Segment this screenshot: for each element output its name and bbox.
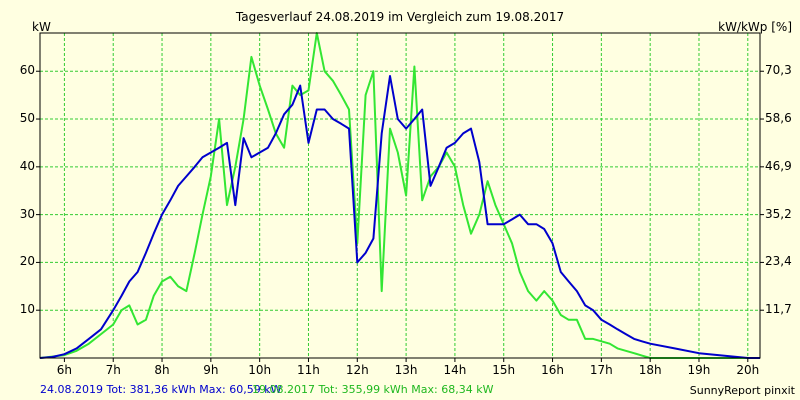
y-tick-label-left: 30 [19, 206, 35, 221]
x-tick-label: 13h [394, 363, 418, 377]
legend-entry-2: 19.08.2017 Tot: 355,99 kWh Max: 68,34 kW [252, 383, 494, 396]
series-line-1 [39, 75, 760, 359]
y-axis-label-right: kW/kWp [%] [718, 20, 792, 34]
y-tick-label-right: 58,6 [765, 111, 792, 126]
x-tick-label: 8h [154, 363, 170, 377]
y-tick-label-right: 35,2 [765, 206, 792, 221]
grid [40, 33, 760, 358]
y-tick-label-left: 20 [19, 254, 35, 269]
y-tick-label-left: 50 [19, 111, 35, 126]
x-tick-label: 10h [248, 363, 272, 377]
y-axis-label-left: kW [32, 20, 51, 34]
x-tick-label: 17h [589, 363, 613, 377]
x-tick-label: 20h [736, 363, 760, 377]
y-tick-label-left: 10 [19, 302, 35, 317]
x-tick-label: 15h [492, 363, 516, 377]
ticks [36, 70, 764, 362]
y-tick-label-right: 23,4 [765, 254, 792, 269]
credit-text: SunnyReport pinxit [689, 384, 795, 397]
plot-frame [39, 32, 761, 359]
y-tick-label-right: 46,9 [765, 158, 792, 173]
x-tick-label: 18h [638, 363, 662, 377]
legend-entry-1: 24.08.2019 Tot: 381,36 kWh Max: 60,59 kW [40, 383, 282, 396]
series-group [39, 32, 760, 359]
x-tick-label: 7h [105, 363, 121, 377]
chart-title: Tagesverlauf 24.08.2019 im Vergleich zum… [235, 10, 565, 24]
x-tick-label: 12h [345, 363, 369, 377]
y-tick-label-left: 60 [19, 63, 35, 78]
series-line-2 [39, 32, 760, 359]
x-tick-label: 19h [687, 363, 711, 377]
x-tick-label: 11h [297, 363, 320, 377]
x-tick-label: 6h [56, 363, 73, 377]
y-tick-label-left: 40 [19, 158, 35, 173]
y-tick-label-right: 11,7 [765, 302, 792, 317]
y-tick-label-right: 70,3 [765, 63, 792, 78]
x-tick-label: 16h [541, 363, 564, 377]
x-tick-label: 9h [203, 363, 219, 377]
x-tick-label: 14h [443, 363, 467, 377]
